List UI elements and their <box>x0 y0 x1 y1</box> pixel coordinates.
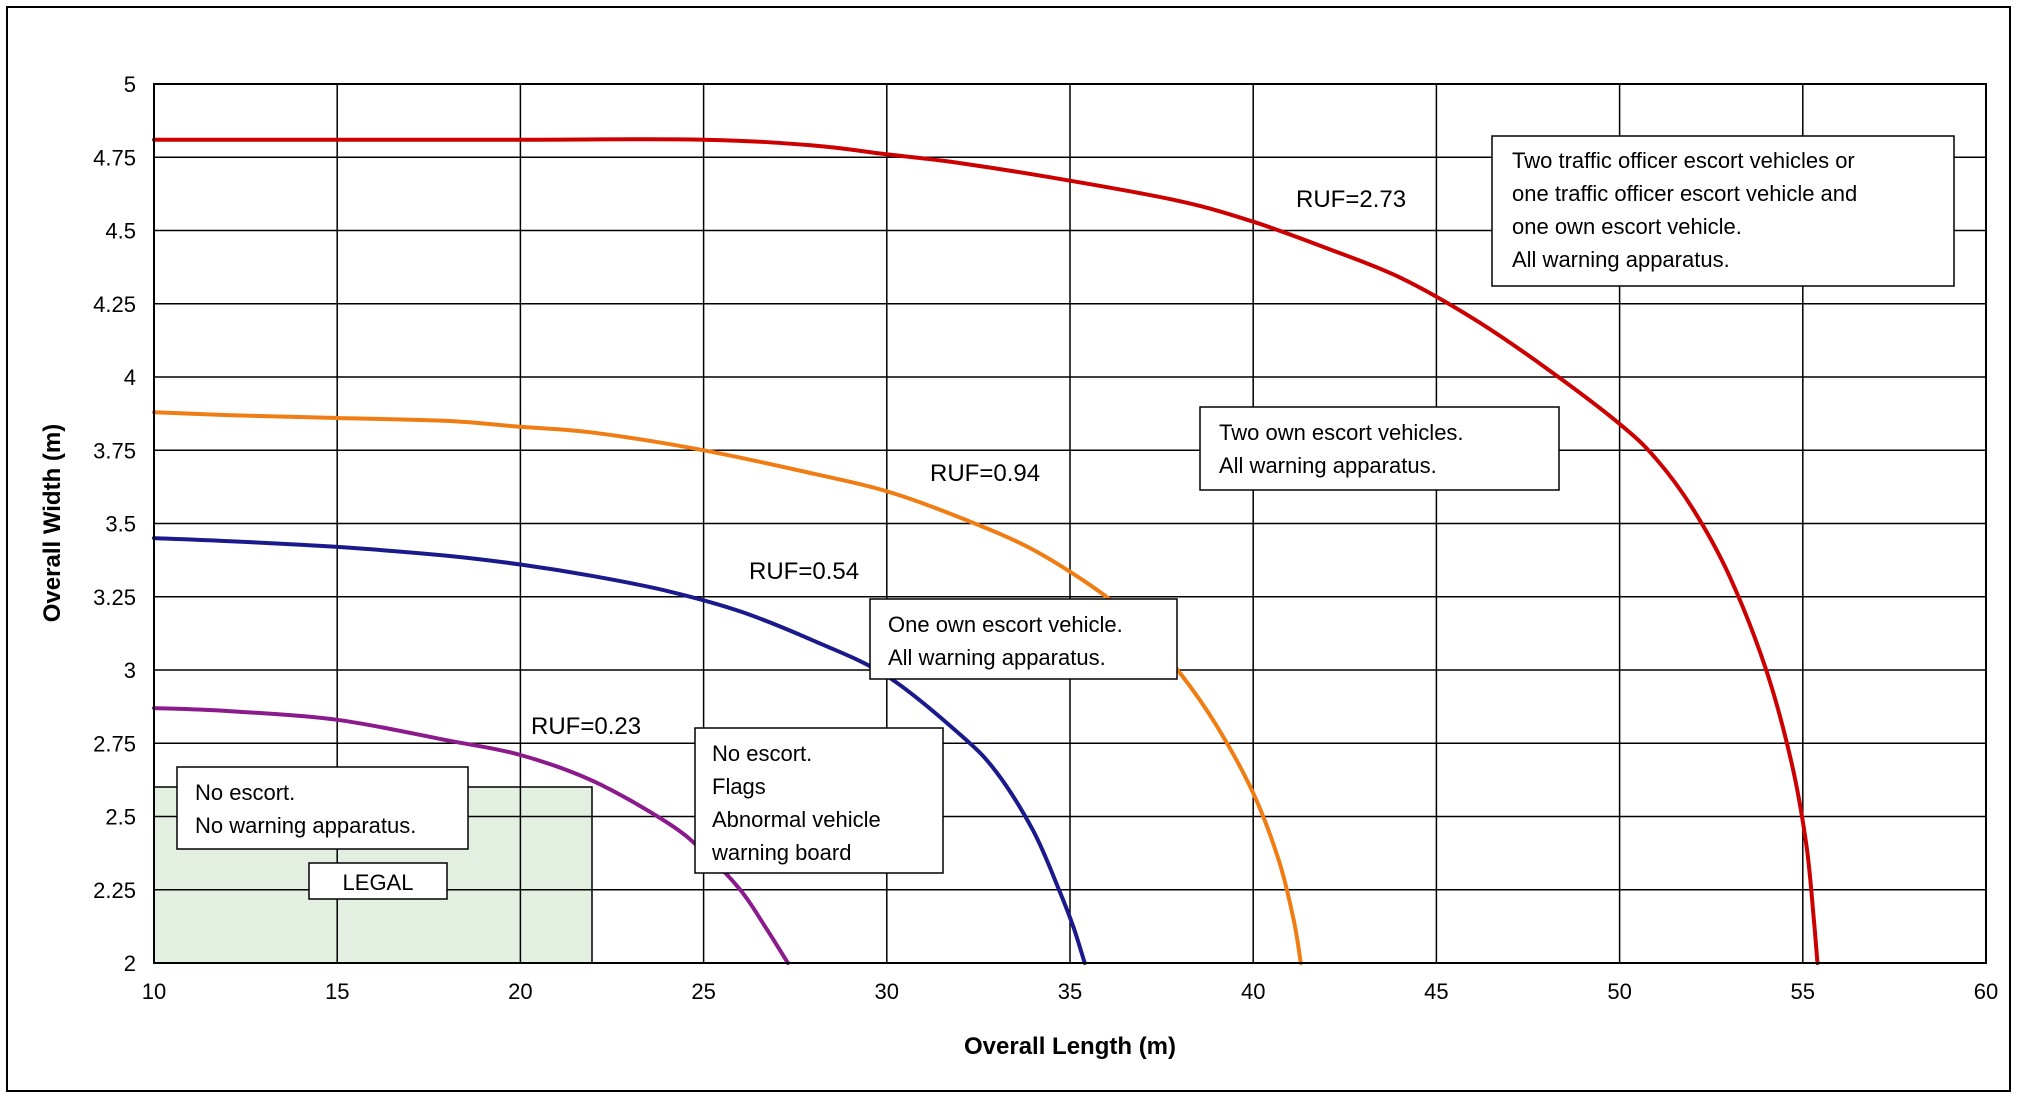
curve-label-ruf-0-94: RUF=0.94 <box>930 460 1040 487</box>
y-tick-label: 2 <box>124 951 136 976</box>
x-tick-label: 40 <box>1241 979 1265 1004</box>
annotation-box-ruf-0-94: Two own escort vehicles. All warning app… <box>1199 406 1560 491</box>
x-tick-label: 50 <box>1607 979 1631 1004</box>
annotation-box-frame <box>869 598 1178 680</box>
annotation-line: Abnormal vehicle <box>712 807 881 832</box>
x-tick-label: 60 <box>1974 979 1998 1004</box>
x-tick-label: 15 <box>325 979 349 1004</box>
y-tick-label: 4 <box>124 365 136 390</box>
annotation-box-frame <box>1199 406 1560 491</box>
x-tick-label: 30 <box>875 979 899 1004</box>
annotation-box-ruf-2-73: Two traffic officer escort vehicles or o… <box>1491 135 1955 287</box>
annotation-box-frame <box>1491 135 1955 287</box>
y-tick-label: 4.75 <box>93 145 136 170</box>
x-tick-labels: 10 15 20 25 30 35 40 45 50 55 60 <box>142 979 1998 1004</box>
y-tick-label: 2.75 <box>93 731 136 756</box>
y-axis-title: Overall Width (m) <box>39 424 66 622</box>
curve-label-ruf-2-73: RUF=2.73 <box>1296 186 1406 213</box>
annotation-line: Flags <box>712 774 766 799</box>
y-tick-label: 4.25 <box>93 292 136 317</box>
annotation-line: No warning apparatus. <box>195 813 416 838</box>
annotation-box-frame <box>176 766 469 850</box>
x-tick-label: 20 <box>508 979 532 1004</box>
curve-ruf-2-73 <box>152 137 1820 965</box>
y-tick-labels: 2 2.25 2.5 2.75 3 3.25 3.5 3.75 4 4.25 4.5 4.75 5 <box>93 72 136 976</box>
annotation-box-ruf-0-23: No escort. Flags Abnormal vehicle warnin… <box>694 727 944 874</box>
legal-label-box: LEGAL <box>308 862 448 900</box>
annotation-line: Two traffic officer escort vehicles or <box>1512 148 1855 173</box>
annotation-line: No escort. <box>712 741 812 766</box>
x-tick-label: 55 <box>1791 979 1815 1004</box>
annotation-line: Two own escort vehicles. <box>1219 420 1464 445</box>
annotation-line: one own escort vehicle. <box>1512 214 1742 239</box>
annotation-line: All warning apparatus. <box>1512 247 1730 272</box>
annotation-line: One own escort vehicle. <box>888 612 1123 637</box>
y-tick-label: 3.5 <box>105 512 136 537</box>
curve-label-ruf-0-54: RUF=0.54 <box>749 558 859 585</box>
x-tick-label: 35 <box>1058 979 1082 1004</box>
x-tick-label: 45 <box>1424 979 1448 1004</box>
annotation-line: All warning apparatus. <box>888 645 1106 670</box>
legal-label-frame <box>308 862 448 900</box>
curve-label-ruf-0-23: RUF=0.23 <box>531 713 641 740</box>
plot-border <box>153 83 1987 964</box>
curve-ruf-0-94 <box>152 410 1303 965</box>
legal-label: LEGAL <box>343 870 414 895</box>
annotation-box-frame <box>694 727 944 874</box>
annotation-box-legal: No escort. No warning apparatus. <box>176 766 469 850</box>
annotation-line: warning board <box>711 840 851 865</box>
y-tick-label: 2.25 <box>93 878 136 903</box>
y-tick-label: 2.5 <box>105 805 136 830</box>
y-tick-label: 4.5 <box>105 219 136 244</box>
annotation-line: one traffic officer escort vehicle and <box>1512 181 1857 206</box>
y-tick-label: 3.25 <box>93 585 136 610</box>
curve-ruf-0-23 <box>152 706 790 965</box>
x-tick-label: 10 <box>142 979 166 1004</box>
annotation-line: All warning apparatus. <box>1219 453 1437 478</box>
x-axis-title: Overall Length (m) <box>964 1033 1176 1060</box>
curve-ruf-0-54 <box>152 536 1087 965</box>
annotation-line: No escort. <box>195 780 295 805</box>
y-tick-label: 3 <box>124 658 136 683</box>
curves <box>152 137 1820 965</box>
y-tick-label: 5 <box>124 72 136 97</box>
x-tick-label: 25 <box>691 979 715 1004</box>
annotation-box-ruf-0-54: One own escort vehicle. All warning appa… <box>869 598 1178 680</box>
y-tick-label: 3.75 <box>93 438 136 463</box>
